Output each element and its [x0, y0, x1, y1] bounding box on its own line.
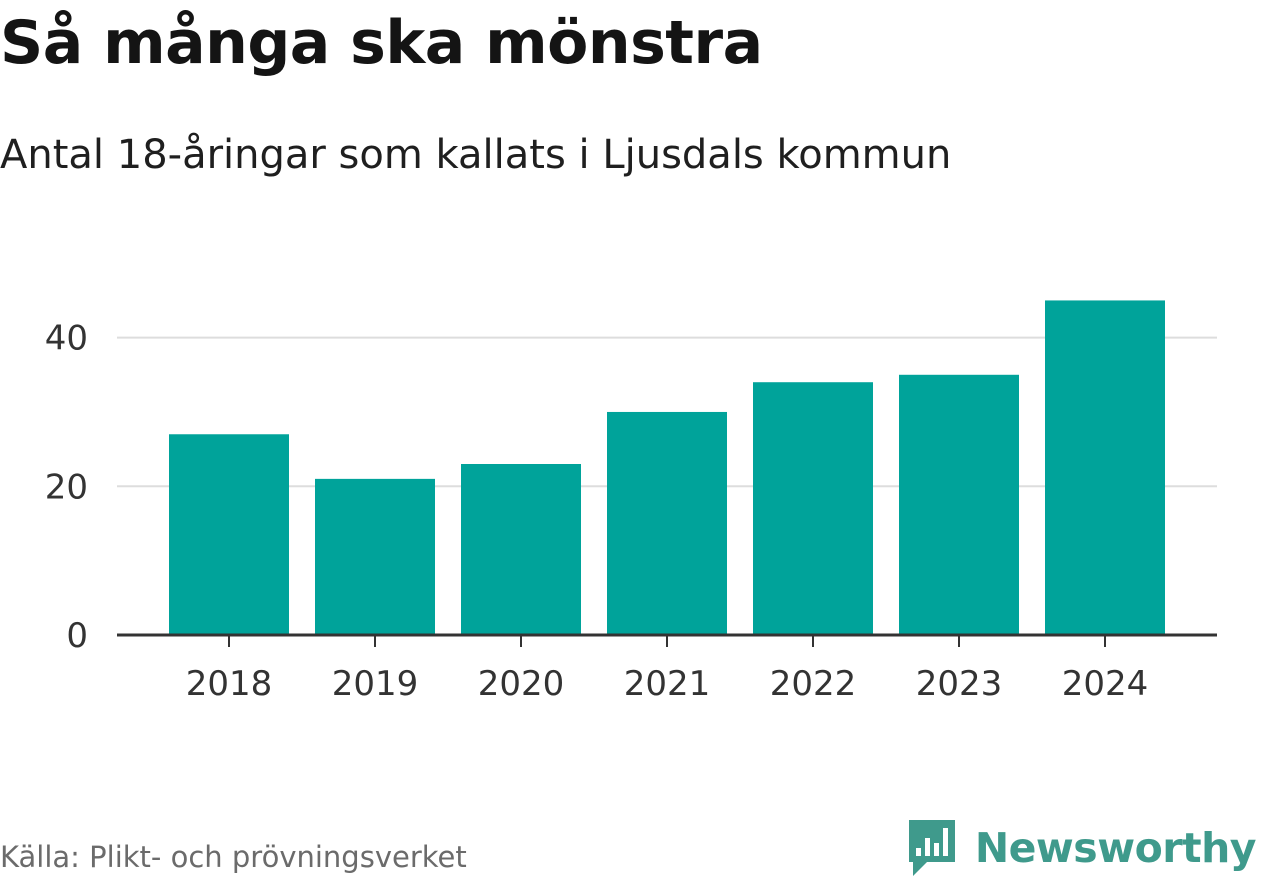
x-tick-label: 2023: [916, 664, 1003, 704]
bar-2022: [753, 382, 873, 635]
bar-2019: [315, 478, 435, 635]
y-tick-label: 0: [66, 616, 88, 656]
bars: [169, 300, 1165, 635]
x-tick-label: 2024: [1062, 664, 1149, 704]
x-tick-label: 2019: [332, 664, 419, 704]
source-note: Källa: Plikt- och prövningsverket: [0, 840, 467, 874]
brand-name: Newsworthy: [974, 824, 1257, 872]
bar-2018: [169, 434, 289, 635]
bar-2021: [607, 411, 727, 635]
newsworthy-logo-icon: [907, 818, 957, 878]
bar-chart: 0 20 40 2018 2019 2020 2021 2022 2023 2024: [45, 300, 1217, 704]
x-tick-label: 2021: [624, 664, 711, 704]
y-tick-label: 40: [45, 319, 88, 359]
chart-title: Så många ska mönstra: [0, 8, 763, 78]
bar-2024: [1045, 300, 1165, 635]
x-tick-label: 2020: [478, 664, 565, 704]
chart-subtitle: Antal 18-åringar som kallats i Ljusdals …: [0, 132, 952, 178]
bar-2023: [899, 374, 1019, 635]
brand-logo: Newsworthy: [907, 818, 1257, 878]
x-tick-label: 2018: [186, 664, 273, 704]
bar-2020: [461, 464, 581, 635]
y-tick-label: 20: [45, 467, 88, 507]
axes: 0 20 40 2018 2019 2020 2021 2022 2023 2024: [45, 319, 1217, 704]
x-tick-label: 2022: [770, 664, 857, 704]
